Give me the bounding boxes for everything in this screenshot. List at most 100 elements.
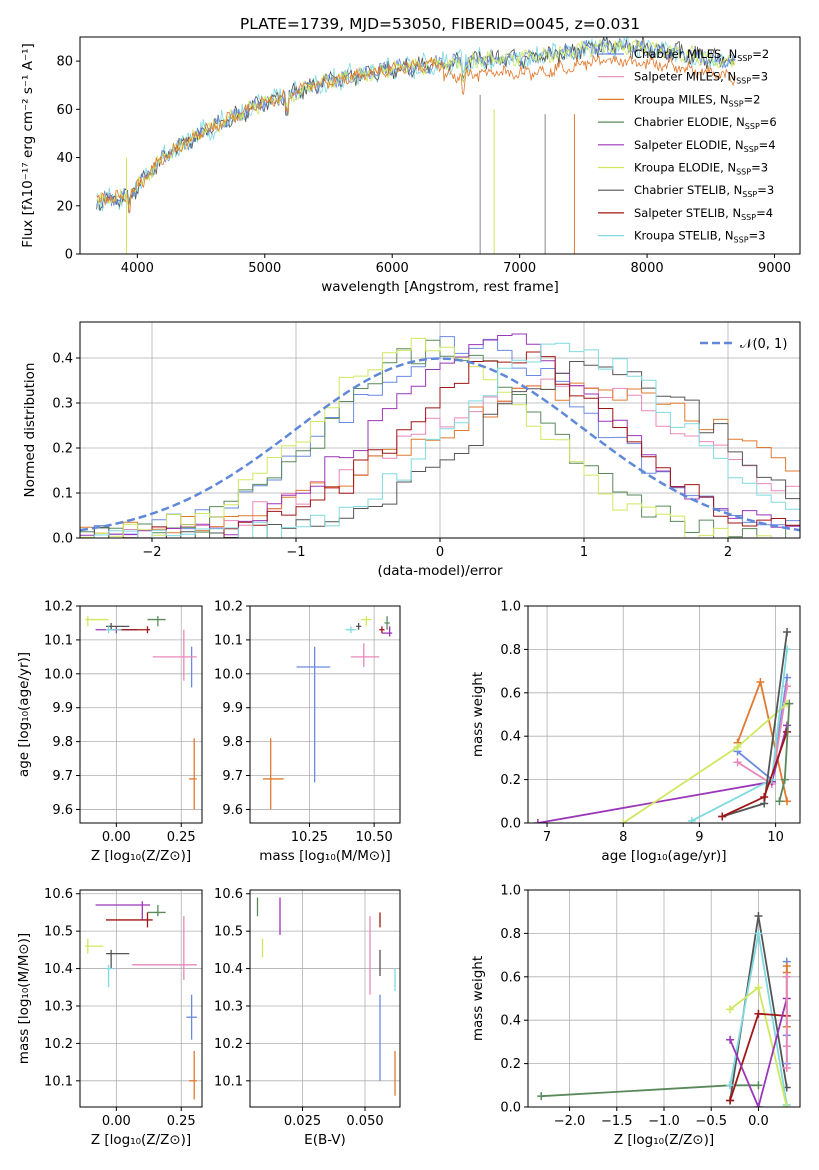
age-vs-z-ticks: 0.00 0.25 9.6 9.7 9.8 9.9 10.0 10.1 10.2	[44, 600, 196, 846]
weight-vs-age-ytick-label: 0.8	[500, 643, 521, 658]
legend-label: Salpeter ELODIE, NSSP=4	[634, 138, 776, 154]
mass-vs-z-point	[131, 916, 197, 980]
mass-vs-z-frame	[79, 889, 203, 1108]
mass-vs-z-point	[189, 1050, 197, 1100]
mass-vs-ebv-panel: 0.025 0.050 10.1 10.2 10.3 10.4 10.5 10.6 E(B-V)	[214, 887, 401, 1148]
weight-vs-age-marker	[780, 775, 789, 784]
age-vs-z-xtick-label: 0.00	[102, 830, 131, 845]
spectrum-xtick-label: 6000	[376, 261, 409, 276]
age-vs-z-point	[105, 622, 130, 630]
histogram-series	[80, 378, 800, 538]
legend-series-name: Kroupa ELODIE, N	[634, 161, 736, 175]
spectrum-series-kroupa-miles	[96, 54, 736, 214]
age-vs-mass-ytick-label: 10.0	[214, 667, 243, 682]
spectrum-panel: 4000 5000 6000 7000 8000 9000 0 20 40 60 80 wavelen…	[20, 36, 801, 295]
histogram-xtick-label: −1	[286, 545, 305, 560]
age-vs-z-point	[147, 616, 166, 627]
weight-vs-age-panel: 7 8 9 10 0.0 0.2 0.4 0.6 0.8 1.0 age [log₁₀(age/yr…	[470, 600, 801, 864]
spectrum-ytick-label: 60	[56, 103, 73, 118]
histogram-series	[80, 337, 800, 538]
mass-vs-ebv-grid	[250, 890, 400, 1107]
mass-vs-z-ytick-label: 10.2	[44, 1037, 73, 1052]
weight-vs-z-marker	[726, 1005, 735, 1014]
weight-vs-age-marker	[733, 743, 742, 752]
mass-vs-z-panel: 0.00 0.25 10.1 10.2 10.3 10.4 10.5 10.6 Z [log₁₀…	[16, 887, 203, 1148]
histogram-ylabel: Normed distribution	[22, 363, 38, 498]
age-vs-z-point	[85, 616, 109, 627]
legend-label: Kroupa ELODIE, NSSP=3	[634, 161, 768, 177]
age-vs-mass-point	[345, 626, 357, 634]
age-vs-mass-point	[262, 738, 284, 810]
weight-vs-age-ticks: 7 8 9 10 0.0 0.2 0.4 0.6 0.8 1.0	[500, 600, 784, 846]
mass-vs-z-grid	[80, 890, 202, 1107]
spectrum-xtick-label: 4000	[121, 261, 154, 276]
legend-series-name: Kroupa MILES, N	[634, 92, 729, 106]
weight-vs-age-plot-area	[533, 628, 794, 823]
weight-vs-age-marker	[687, 816, 696, 823]
weight-vs-z-ytick-label: 0.4	[500, 1014, 521, 1029]
age-vs-z-ylabel: age [log₁₀(age/yr)]	[16, 652, 32, 777]
histogram-series	[80, 342, 800, 538]
legend-series-name: Chabrier ELODIE, N	[634, 115, 745, 129]
spectrum-xlabel: wavelength [Angstrom, rest frame]	[321, 279, 559, 295]
age-vs-mass-point	[381, 626, 393, 637]
age-vs-mass-ytick-label: 9.9	[222, 701, 243, 716]
spectrum-xtick-label: 7000	[503, 261, 536, 276]
weight-vs-age-ylabel: mass weight	[470, 672, 486, 757]
weight-vs-z-xlabel: Z [log₁₀(Z/Z⊙)]	[614, 1132, 714, 1148]
weight-vs-age-line	[622, 702, 788, 823]
mass-vs-z-xlabel: Z [log₁₀(Z/Z⊙)]	[91, 1132, 191, 1148]
weight-vs-z-marker	[754, 1081, 763, 1090]
weight-vs-z-marker	[726, 1096, 735, 1105]
weight-vs-age-ytick-label: 0.4	[500, 730, 521, 745]
weight-vs-age-marker	[783, 628, 792, 637]
spectrum-ticks: 4000 5000 6000 7000 8000 9000 0 20 40 60 80	[56, 55, 791, 276]
age-vs-mass-ytick-label: 10.2	[214, 600, 243, 615]
legend-label: 𝒩(0, 1)	[740, 337, 787, 352]
legend-series-name: Chabrier MILES, N	[634, 47, 737, 61]
mass-vs-ebv-ticks: 0.025 0.050 10.1 10.2 10.3 10.4 10.5 10.6	[214, 887, 384, 1129]
spectrum-xtick-label: 5000	[248, 261, 281, 276]
weight-vs-z-xtick-label: −2.0	[554, 1114, 586, 1129]
age-vs-z-xtick-label: 0.25	[167, 830, 196, 845]
histogram-ytick-label: 0.1	[52, 487, 73, 502]
age-vs-mass-grid	[250, 605, 400, 823]
mass-vs-z-ytick-label: 10.5	[44, 925, 73, 940]
figure-panels: 4000 5000 6000 7000 8000 9000020406080wavelen…	[16, 36, 801, 1148]
weight-vs-z-ytick-label: 0.0	[500, 1101, 521, 1116]
age-vs-mass-ytick-label: 9.8	[222, 735, 243, 750]
legend-series-name: Salpeter ELODIE, N	[634, 138, 744, 152]
mass-vs-z-ylabel: mass [log₁₀(M/M⊙)]	[16, 933, 32, 1064]
histogram-xtick-label: −2	[142, 545, 161, 560]
spectrum-series-chabrier-miles	[96, 37, 736, 214]
weight-vs-z-xtick-label: 0.0	[748, 1114, 769, 1129]
weight-vs-z-marker	[782, 1063, 791, 1072]
weight-vs-z-panel: −2.0 −1.5 −1.0 −0.5 0.0 0.0 0.2 0.4 0.6 0.8 1.0 Z […	[470, 884, 801, 1148]
histogram-ticks: −2 −1 0 1 2 0.0 0.1 0.2 0.3 0.4	[52, 352, 732, 561]
age-vs-z-ytick-label: 10.2	[44, 600, 73, 615]
legend-series-name: Kroupa STELIB, N	[634, 229, 734, 243]
weight-vs-age-marker	[533, 819, 542, 823]
weight-vs-z-marker	[726, 1081, 735, 1090]
spectrum-series-kroupa-elodie	[96, 38, 736, 209]
age-vs-mass-ytick-label: 10.1	[214, 633, 243, 648]
histogram-xtick-label: 2	[724, 545, 732, 560]
age-vs-mass-ytick-label: 9.7	[222, 769, 243, 784]
mass-vs-z-point	[85, 938, 104, 954]
weight-vs-z-marker	[754, 929, 763, 938]
mass-vs-z-point	[105, 912, 153, 928]
weight-vs-z-marker	[782, 972, 791, 981]
weight-vs-z-plot-area	[537, 912, 791, 1107]
histogram-panel: −2 −1 0 1 2 0.0 0.1 0.2 0.3 0.4 (data-model)/error…	[22, 321, 801, 579]
weight-vs-z-series	[537, 1081, 763, 1101]
weight-vs-z-xtick-label: −1.0	[648, 1114, 680, 1129]
weight-vs-z-frame	[527, 889, 801, 1108]
legend-subscript: SSP	[734, 236, 749, 245]
spectrum-xtick-label: 8000	[631, 261, 664, 276]
weight-vs-age-series	[619, 699, 792, 823]
weight-vs-age-xlabel: age [log₁₀(age/yr)]	[601, 848, 726, 864]
mass-vs-z-point	[147, 904, 166, 917]
age-vs-mass-point	[379, 626, 385, 634]
weight-vs-age-marker	[718, 812, 727, 821]
